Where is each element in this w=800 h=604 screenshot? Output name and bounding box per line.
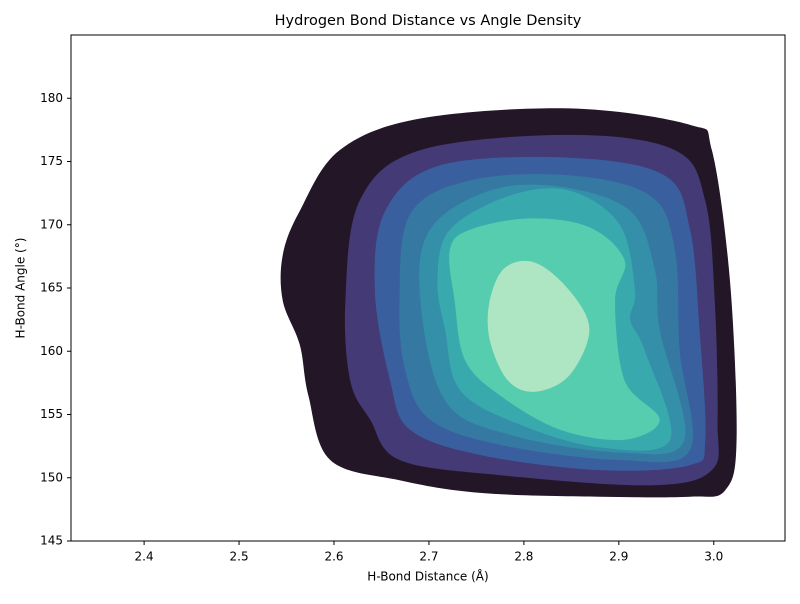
x-tick-label: 2.6 (324, 550, 343, 564)
y-axis-label: H-Bond Angle (°) (14, 238, 28, 339)
y-tick-label: 180 (40, 91, 63, 105)
y-tick-label: 160 (40, 344, 63, 358)
x-tick-label: 2.9 (609, 550, 628, 564)
x-tick-label: 2.4 (135, 550, 154, 564)
y-tick-label: 170 (40, 217, 63, 231)
y-tick-label: 165 (40, 281, 63, 295)
y-tick-label: 150 (40, 470, 63, 484)
x-tick-label: 2.7 (419, 550, 438, 564)
y-tick-label: 175 (40, 154, 63, 168)
x-tick-label: 2.8 (514, 550, 533, 564)
x-axis-label: H-Bond Distance (Å) (367, 569, 488, 584)
x-tick-label: 2.5 (230, 550, 249, 564)
chart-title: Hydrogen Bond Distance vs Angle Density (275, 13, 582, 29)
y-tick-label: 145 (40, 534, 63, 548)
x-tick-label: 3.0 (704, 550, 723, 564)
density-level (487, 260, 590, 392)
y-tick-label: 155 (40, 407, 63, 421)
